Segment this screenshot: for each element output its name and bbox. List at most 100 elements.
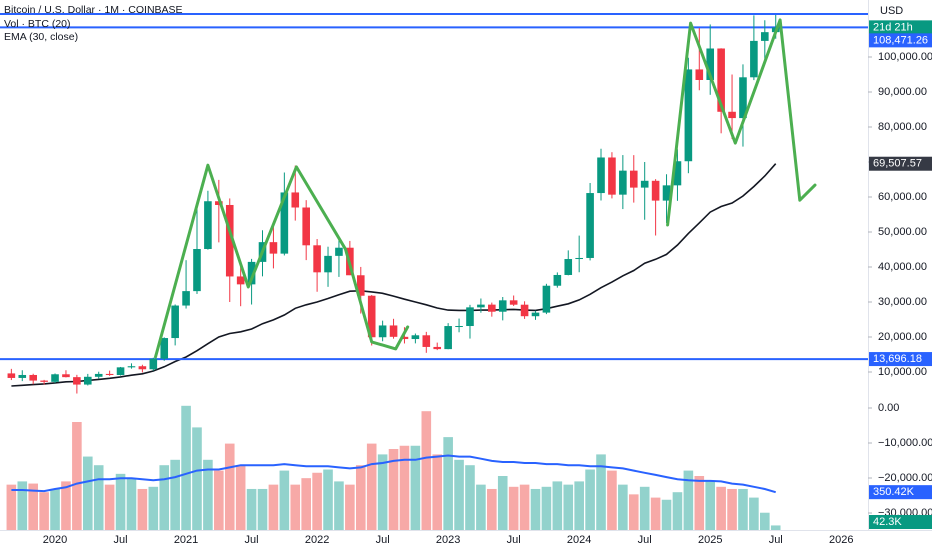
volume-bar (72, 422, 82, 530)
volume-bar (399, 445, 410, 530)
x-tick-label: Jul (245, 534, 259, 546)
volume-bar (323, 469, 333, 530)
candle-body (597, 157, 605, 194)
volume-bar (530, 488, 541, 530)
candle-body (673, 161, 682, 186)
volume-bar (334, 481, 344, 530)
volume-bar (443, 437, 453, 530)
candle-body (204, 201, 212, 250)
candle-body (367, 295, 376, 338)
volume-bar (159, 465, 170, 530)
candle-body (444, 326, 452, 350)
volume-badge-bg (869, 515, 932, 529)
candle-body (149, 358, 158, 370)
x-tick-label: 2022 (305, 534, 329, 546)
volume-bar (148, 486, 159, 530)
trend-drawing (154, 163, 410, 359)
candle-body (695, 69, 704, 80)
candle-body (400, 336, 409, 340)
volume-bar (93, 465, 104, 530)
volume-bar (203, 459, 213, 530)
volume-bar (574, 481, 584, 530)
volume-ma-badge: 350.42K (873, 486, 915, 498)
x-tick-label: Jul (507, 534, 521, 546)
candle-body (542, 285, 551, 313)
candle-body (498, 300, 507, 312)
candle-body (728, 111, 736, 119)
volume-bar (268, 484, 279, 530)
x-tick-label: 2025 (698, 534, 722, 546)
plot-area (0, 13, 868, 530)
volume-bar (563, 484, 574, 530)
countdown-badge: 21d 21h (873, 21, 913, 33)
volume-bar (519, 484, 530, 530)
volume-bar (224, 443, 235, 530)
volume-bar (770, 525, 781, 530)
volume-bar (585, 469, 595, 530)
x-tick-label: 2020 (43, 534, 67, 546)
ema-badge: 69,507.57 (873, 158, 922, 170)
candle-body (356, 275, 365, 296)
volume-bar (137, 488, 148, 530)
volume-bar (410, 445, 421, 530)
volume-ma-badge-bg (869, 485, 932, 500)
volume-bar (345, 484, 355, 530)
candle-body (302, 207, 310, 246)
volume-bar (650, 497, 661, 530)
volume-bar (552, 481, 563, 530)
candle-body (7, 373, 16, 378)
x-tick-label: Jul (376, 534, 390, 546)
chart-title: Bitcoin / U.S. Dollar · 1M · COINBASE (4, 4, 183, 16)
volume-bar (432, 454, 443, 530)
volume-bar (727, 488, 737, 530)
volume-bar (50, 488, 60, 530)
candle-body (83, 376, 92, 385)
candle-body (662, 185, 671, 201)
volume-bar (683, 470, 694, 530)
volume-bar (476, 484, 486, 530)
level-badge: 13,696.18 (873, 353, 922, 365)
volume-ma-line (11, 454, 776, 494)
candle-body (389, 325, 398, 337)
x-tick-label: 2021 (174, 534, 198, 546)
volume-bar (377, 454, 388, 530)
y-tick-label: 100,000.00 (878, 51, 932, 63)
volume-bar (672, 492, 683, 530)
volume-bar (246, 488, 257, 530)
candle-body (509, 300, 518, 305)
candle-body (116, 367, 125, 376)
y-tick-label: 60,000.00 (878, 191, 927, 203)
candle-body (455, 326, 463, 328)
candle-body (531, 312, 540, 317)
y-tick-label: 80,000.00 (878, 121, 927, 133)
candle-body (629, 170, 638, 188)
x-tick-label: Jul (769, 534, 783, 546)
volume-bar (705, 481, 716, 530)
candle-body (575, 257, 583, 260)
volume-bar (312, 472, 322, 530)
volume-bar (421, 411, 432, 530)
candle-body (51, 374, 59, 382)
candle-body (324, 255, 332, 273)
volume-bar (738, 488, 748, 530)
volume-bar (497, 476, 508, 530)
volume-bar (170, 459, 180, 530)
volume-bar (301, 478, 311, 530)
volume-bar (508, 486, 519, 530)
candle-body (225, 204, 234, 277)
countdown-badge-bg (869, 20, 932, 35)
volume-badge: 42.3K (873, 516, 902, 528)
candle-body (488, 304, 496, 312)
candle-body (684, 69, 693, 162)
volume-bar (28, 483, 38, 530)
volume-bar (279, 470, 290, 530)
y-tick-label: −10,000.00 (878, 437, 932, 449)
candle-body (236, 276, 245, 285)
y-tick-label: 10,000.00 (878, 366, 927, 378)
volume-bar (235, 465, 246, 530)
volume-bar (61, 481, 71, 530)
candle-body (619, 170, 627, 195)
candle-body (62, 374, 70, 378)
candle-body (313, 245, 321, 273)
